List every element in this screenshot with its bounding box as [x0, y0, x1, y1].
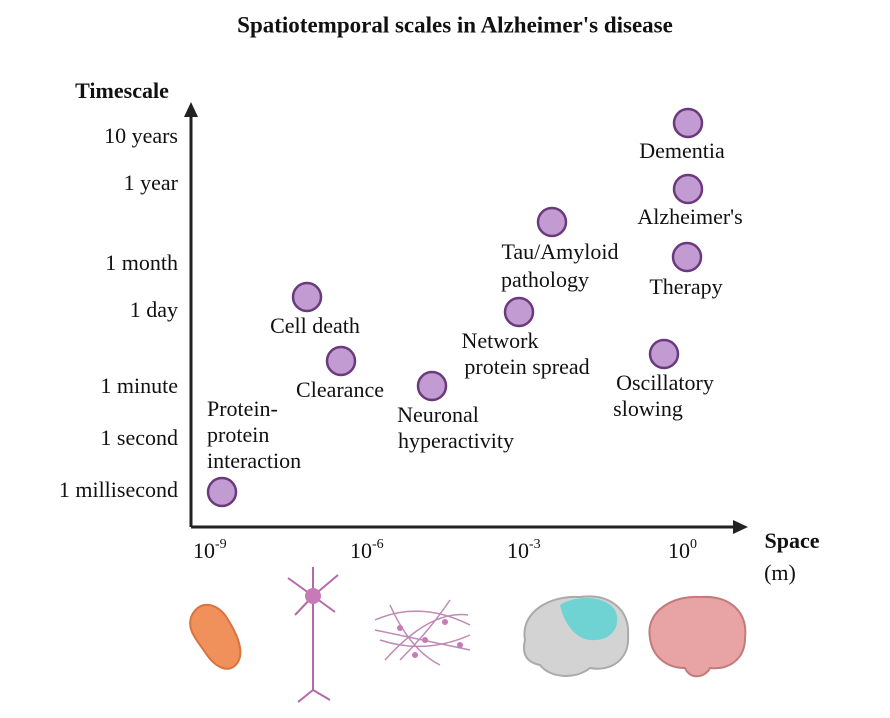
title: Spatiotemporal scales in Alzheimer's dis… [237, 12, 673, 37]
node-marker [536, 206, 568, 238]
y-tick-label: 1 second [100, 425, 178, 450]
x-tick-exponent: -3 [529, 537, 541, 552]
y-axis-label: Timescale [75, 78, 169, 103]
node-marker [671, 241, 703, 273]
y-tick-label: 1 millisecond [59, 477, 178, 502]
node-label: Cell death [270, 313, 360, 338]
node-label: Therapy [649, 274, 722, 299]
node-label: protein [207, 422, 269, 447]
node-label: Oscillatory [616, 370, 714, 395]
y-tick-label: 1 minute [100, 373, 178, 398]
node-label: Dementia [639, 138, 725, 163]
node-label: hyperactivity [398, 428, 514, 453]
y-tick-label: 1 month [105, 250, 178, 275]
x-tick-base: 10 [350, 538, 372, 563]
node-label: slowing [613, 396, 683, 421]
x-tick-exponent: -6 [372, 537, 384, 552]
x-tick-base: 10 [668, 538, 690, 563]
axes [184, 102, 748, 534]
node-label: pathology [501, 267, 589, 292]
y-tick-label: 10 years [104, 123, 178, 148]
y-tick-label: 1 year [124, 170, 179, 195]
x-axis-label: Space [765, 528, 820, 553]
node-label: protein spread [464, 354, 589, 379]
node-label: Protein- [207, 396, 278, 421]
node-marker [206, 476, 238, 508]
x-tick-exponent: -9 [215, 537, 227, 552]
node-label: Network [462, 328, 539, 353]
node-marker [416, 370, 448, 402]
node-label: Clearance [296, 377, 384, 402]
node-label: Tau/Amyloid [501, 239, 618, 264]
node-marker [503, 296, 535, 328]
node-label: Alzheimer's [637, 204, 742, 229]
x-tick-base: 10 [507, 538, 529, 563]
x-tick-exponent: 0 [690, 537, 697, 552]
y-tick-label: 1 day [130, 297, 178, 322]
node-marker [648, 338, 680, 370]
x-tick-base: 10 [193, 538, 215, 563]
node-marker [672, 173, 704, 205]
node-marker [291, 281, 323, 313]
node-label: Neuronal [397, 402, 479, 427]
icons [189, 567, 747, 703]
node-marker [672, 107, 704, 139]
x-axis-unit: (m) [764, 560, 796, 585]
node-label: interaction [207, 448, 301, 473]
node-marker [325, 345, 357, 377]
